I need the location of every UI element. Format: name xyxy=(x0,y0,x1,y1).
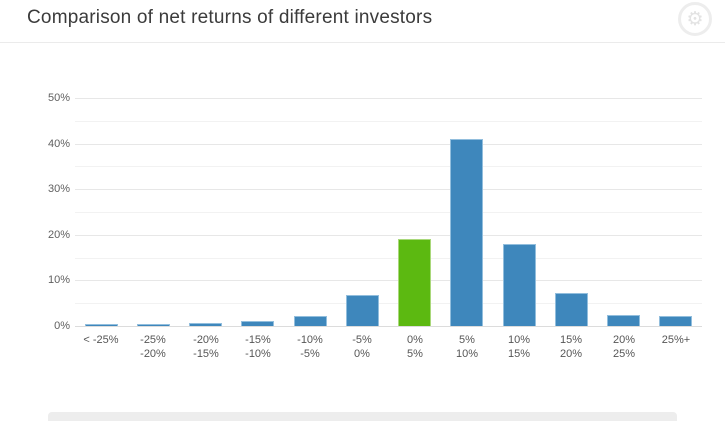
x-axis-label: -10% -5% xyxy=(297,334,323,360)
x-axis-label: -25% -20% xyxy=(140,334,166,360)
x-axis-line xyxy=(75,326,702,327)
gridline xyxy=(75,303,702,304)
bar-25[interactable] xyxy=(659,316,692,326)
x-axis-label: -20% -15% xyxy=(193,334,219,360)
x-axis-label: 15% 20% xyxy=(559,334,583,360)
bar-10-15[interactable] xyxy=(503,244,536,326)
bar-20-25[interactable] xyxy=(607,315,640,326)
bar--15--10[interactable] xyxy=(241,321,274,326)
y-axis-label: 0% xyxy=(54,320,70,332)
gridline xyxy=(75,98,702,99)
x-axis-label: 0% 5% xyxy=(407,334,423,360)
x-axis-label: -5% 0% xyxy=(352,334,372,360)
gridline xyxy=(75,280,702,281)
gear-icon: ⚙ xyxy=(686,7,704,30)
gridline xyxy=(75,212,702,213)
settings-button[interactable]: ⚙ xyxy=(678,2,712,36)
x-axis-label: < -25% xyxy=(83,334,119,346)
y-axis-label: 20% xyxy=(47,229,70,241)
x-axis-label: 5% 10% xyxy=(455,334,479,360)
bar--25--20[interactable] xyxy=(137,324,170,326)
page-title: Comparison of net returns of different i… xyxy=(27,7,433,28)
bar--20--15[interactable] xyxy=(189,323,222,326)
gridline xyxy=(75,258,702,259)
y-axis-label: 50% xyxy=(47,92,70,104)
bar--5-0[interactable] xyxy=(346,295,379,326)
bar-0-5[interactable] xyxy=(398,239,431,326)
y-axis-label: 40% xyxy=(47,138,70,150)
gridline xyxy=(75,189,702,190)
header-divider xyxy=(0,42,725,43)
next-section-top-bar xyxy=(48,412,677,421)
gridline xyxy=(75,121,702,122)
gridline xyxy=(75,235,702,236)
x-axis-label: 10% 15% xyxy=(507,334,531,360)
y-axis-label: 10% xyxy=(47,274,70,286)
gridline xyxy=(75,166,702,167)
bar--25[interactable] xyxy=(85,324,118,326)
y-axis-label: 30% xyxy=(47,183,70,195)
x-axis-label: -15% -10% xyxy=(245,334,271,360)
bar--10--5[interactable] xyxy=(294,316,327,326)
bar-15-20[interactable] xyxy=(555,293,588,326)
gridline xyxy=(75,144,702,145)
bar-5-10[interactable] xyxy=(450,139,483,326)
x-axis-label: 25%+ xyxy=(661,334,691,346)
x-axis-label: 20% 25% xyxy=(612,334,636,360)
